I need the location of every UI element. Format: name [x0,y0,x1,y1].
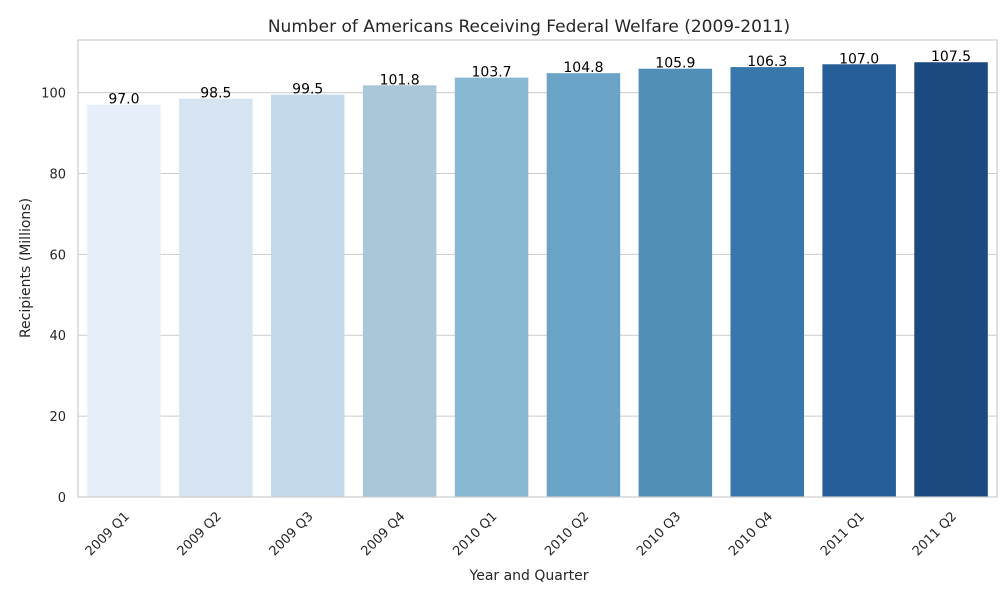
y-tick-label: 40 [49,329,66,344]
y-tick-label: 20 [49,410,66,425]
data-label: 104.8 [563,60,603,76]
x-tick-label: 2009 Q4 [358,509,408,559]
y-tick-label: 100 [41,87,66,102]
x-tick-label: 2009 Q2 [175,509,225,559]
bar [179,98,253,497]
bar [362,85,437,497]
data-label: 98.5 [200,86,231,102]
x-tick-label: 2009 Q1 [83,509,133,559]
bar [914,62,988,498]
y-axis-ticks: 0 20 40 60 80 100 [41,87,66,506]
bar [638,68,713,497]
x-axis-label: Year and Quarter [469,568,589,584]
x-tick-label: 2010 Q1 [450,509,500,559]
y-axis-label: Recipients (Millions) [18,198,34,338]
plot-frame [77,39,998,498]
bar [546,73,621,497]
chart-title: Number of Americans Receiving Federal We… [268,17,790,37]
data-label: 103.7 [472,65,512,81]
y-tick-label: 0 [58,491,66,506]
y-tick-label: 80 [49,167,66,182]
bar [87,104,161,498]
x-tick-label: 2010 Q4 [726,509,776,559]
x-tick-label: 2010 Q2 [542,509,592,559]
y-tick-label: 60 [49,248,66,263]
data-label: 99.5 [292,82,323,98]
bar [270,94,345,497]
bar [822,64,896,497]
x-axis-ticks: 2009 Q1 2009 Q2 2009 Q3 2009 Q4 2010 Q1 2010 … [83,509,960,559]
bars [87,62,988,498]
x-tick-label: 2009 Q3 [267,509,317,559]
data-label: 97.0 [108,92,139,108]
data-label: 107.0 [839,51,879,67]
bar [454,77,529,497]
data-label: 105.9 [655,56,695,72]
x-tick-label: 2010 Q3 [634,509,684,559]
data-labels: 97.0 98.5 99.5 101.8 103.7 104.8 105.9 106.3 107… [108,49,971,107]
x-tick-label: 2011 Q2 [910,509,960,559]
bar [730,67,805,497]
data-label: 101.8 [380,72,420,88]
data-label: 107.5 [931,49,971,65]
x-tick-label: 2011 Q1 [818,509,868,559]
data-label: 106.3 [747,54,787,70]
